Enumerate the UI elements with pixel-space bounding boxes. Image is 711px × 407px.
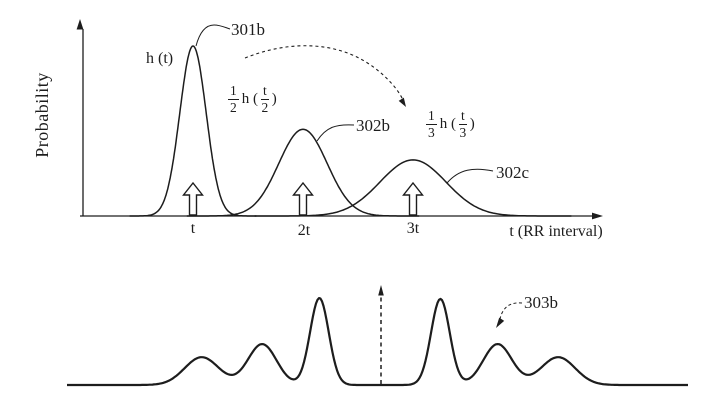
x-axis-label: t (RR interval) xyxy=(509,223,603,240)
x-tick-2t: 2t xyxy=(297,222,311,239)
third-height-function-label: 1 3 h ( t 3 ) xyxy=(425,108,475,141)
closing-paren: ) xyxy=(271,91,277,108)
closing-paren: ) xyxy=(469,116,475,133)
fraction-numerator: 1 xyxy=(426,108,437,126)
x-tick-3t: 3t xyxy=(406,220,420,237)
fraction-numerator: 1 xyxy=(228,83,239,101)
fraction-denominator: 3 xyxy=(428,125,435,141)
fraction-numerator: t xyxy=(459,108,467,126)
x-tick-t: t xyxy=(190,220,196,237)
coefficient-fraction: 1 3 xyxy=(426,108,437,141)
peak1-function-label: h (t) xyxy=(146,50,174,67)
fraction-numerator: t xyxy=(261,83,269,101)
callout-302c: 302c xyxy=(496,163,530,182)
y-axis-label: Probability xyxy=(32,72,52,158)
callout-303b: 303b xyxy=(524,293,558,312)
argument-fraction: t 3 xyxy=(459,108,467,141)
half-height-function-label: 1 2 h ( t 2 ) xyxy=(227,83,277,116)
callout-301b: 301b xyxy=(231,20,265,39)
fraction-denominator: 2 xyxy=(261,100,269,116)
argument-fraction: t 2 xyxy=(261,83,269,116)
fraction-denominator: 3 xyxy=(459,125,467,141)
fraction-denominator: 2 xyxy=(230,100,237,116)
coefficient-fraction: 1 2 xyxy=(228,83,239,116)
callout-302b: 302b xyxy=(356,116,390,135)
function-body: h ( xyxy=(439,116,456,133)
function-body: h ( xyxy=(241,91,258,108)
